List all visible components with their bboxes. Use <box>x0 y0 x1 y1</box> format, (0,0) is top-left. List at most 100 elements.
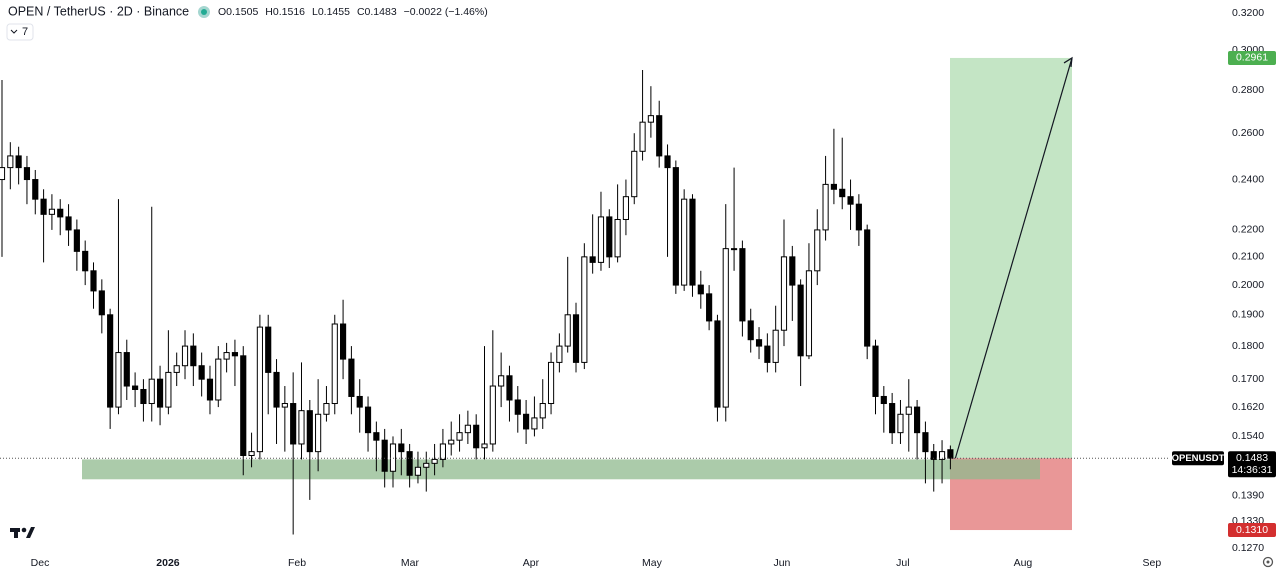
candle-body <box>514 399 521 415</box>
candle-body <box>473 424 480 449</box>
candle-body <box>107 314 114 408</box>
candle-body <box>439 443 446 460</box>
candle-body <box>539 403 546 419</box>
candle-body <box>132 385 139 390</box>
candle-body <box>190 345 197 367</box>
candle-body <box>789 256 796 286</box>
candle-body <box>423 462 430 468</box>
candle-body <box>356 395 363 408</box>
candle-body <box>90 270 97 292</box>
candle-body <box>922 432 929 453</box>
stop-label: 0.1310 <box>1236 524 1268 536</box>
candle-body <box>306 410 313 453</box>
candle-body <box>65 216 72 231</box>
candle-body <box>406 451 413 476</box>
candle-body <box>839 188 846 198</box>
candle-body <box>672 167 679 286</box>
x-tick-label: Jun <box>773 557 790 569</box>
y-tick-label: 0.1540 <box>1232 430 1264 442</box>
candle-body <box>290 403 297 445</box>
arrow-head <box>1063 56 1073 68</box>
candle-body <box>614 218 621 258</box>
candle-body <box>373 432 380 441</box>
x-tick-label: Apr <box>523 557 540 569</box>
candle-body <box>265 326 272 373</box>
candle-body <box>48 208 55 215</box>
last-price-label: 0.1483 <box>1236 452 1268 464</box>
chevron <box>10 29 18 34</box>
profit-zone <box>950 57 1072 459</box>
candle-body <box>722 248 729 408</box>
x-tick-label: Feb <box>288 557 306 569</box>
candle-body <box>506 375 513 401</box>
y-tick-label: 0.3200 <box>1232 7 1264 19</box>
candle-body <box>165 371 172 408</box>
y-tick-label: 0.1800 <box>1232 340 1264 352</box>
candle-body <box>381 439 388 472</box>
candle-body <box>864 229 871 347</box>
candle-body <box>872 345 879 397</box>
candle-body <box>664 155 671 169</box>
ticker-tag: OPENUSDT <box>1172 453 1225 464</box>
candle-body <box>40 198 47 215</box>
candle-body <box>198 365 205 380</box>
candle-body <box>847 196 854 205</box>
ohlc-value: C0.1483 <box>357 6 397 18</box>
x-tick-label: Jul <box>896 557 909 569</box>
candle-body <box>780 256 788 331</box>
candle-body <box>348 358 355 397</box>
candle-body <box>681 198 688 286</box>
candle-body <box>822 183 829 231</box>
candle-body <box>905 406 912 415</box>
candle-body <box>273 371 280 408</box>
candle-body <box>364 406 372 434</box>
candle-body <box>739 248 746 322</box>
x-tick-label: Aug <box>1014 557 1033 569</box>
candle-body <box>414 466 422 476</box>
candle-body <box>556 345 563 363</box>
candle-body <box>140 388 147 405</box>
candle-body <box>481 443 488 449</box>
candle-body <box>7 155 14 169</box>
candle-body <box>448 439 455 445</box>
settings-icon[interactable] <box>1262 556 1274 568</box>
x-tick-label: May <box>642 557 663 569</box>
candle-body <box>656 115 663 157</box>
target-label: 0.2961 <box>1236 52 1268 64</box>
indicator-toggle[interactable] <box>6 23 34 41</box>
candle-body <box>938 451 946 460</box>
candle-body <box>581 256 588 363</box>
candle-body <box>389 443 397 472</box>
candle-body <box>0 167 6 181</box>
candle-body <box>82 250 89 272</box>
x-tick-label: 2026 <box>156 557 180 569</box>
candle-body <box>606 216 613 258</box>
y-tick-label: 0.2400 <box>1232 173 1264 185</box>
candle-body <box>331 323 338 405</box>
candle-body <box>830 183 837 190</box>
y-tick-label: 0.2200 <box>1232 224 1264 236</box>
projection-arrow <box>954 57 1073 459</box>
candle-body <box>115 352 122 408</box>
candle-body <box>15 155 22 169</box>
ohlc-value: H0.1516 <box>265 6 305 18</box>
ohlc-value: L0.1455 <box>312 6 350 18</box>
support-zone <box>82 459 1040 480</box>
x-tick-label: Sep <box>1143 557 1162 569</box>
candle-body <box>489 385 496 445</box>
candle-body <box>256 326 263 453</box>
candle-body <box>880 395 887 405</box>
candle-body <box>231 352 239 357</box>
candle-body <box>456 432 463 441</box>
candle-body <box>797 284 804 357</box>
candle-body <box>340 323 347 360</box>
candle-body <box>281 403 288 408</box>
candle-body <box>639 121 646 152</box>
candle-body <box>764 345 771 363</box>
candle-body <box>148 378 155 405</box>
candle-body <box>240 355 247 457</box>
candle-body <box>805 270 813 357</box>
candle-body <box>248 451 255 457</box>
candle-body <box>23 167 31 181</box>
